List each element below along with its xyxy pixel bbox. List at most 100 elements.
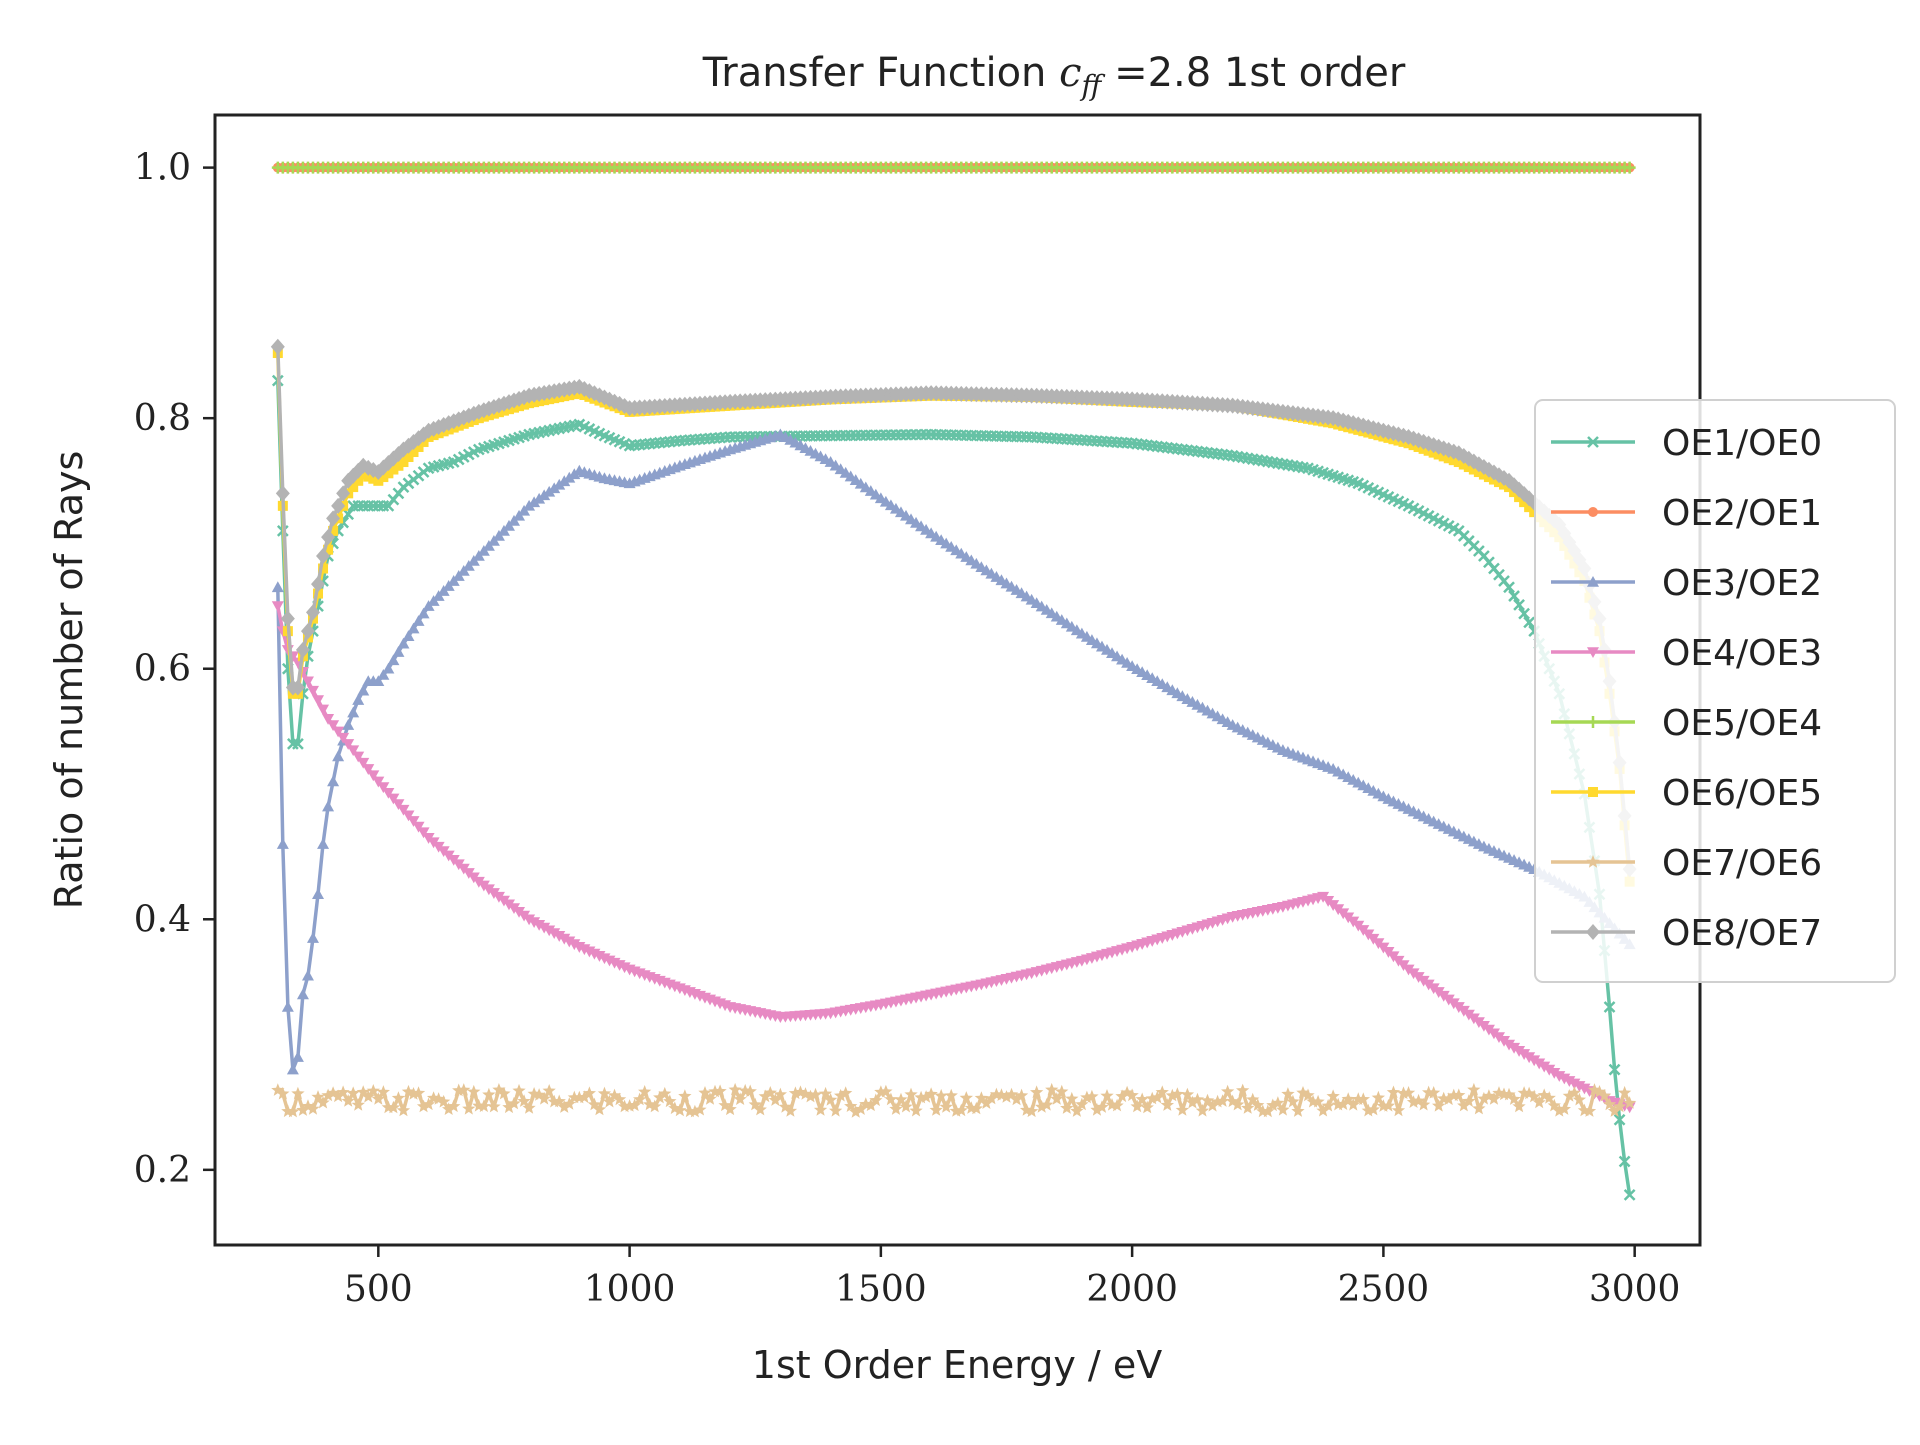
data-point — [788, 1086, 803, 1100]
legend-swatch-marker — [1588, 787, 1598, 797]
data-point — [1572, 1092, 1586, 1106]
data-point — [417, 827, 430, 839]
data-point — [392, 799, 405, 811]
data-point — [347, 745, 360, 757]
data-point — [537, 1091, 551, 1105]
data-point — [1391, 1103, 1406, 1117]
data-point — [818, 1086, 833, 1100]
data-point — [1014, 1088, 1029, 1102]
data-point — [839, 1086, 853, 1099]
data-point — [533, 492, 546, 504]
data-point — [743, 1084, 757, 1098]
data-point — [377, 782, 390, 794]
data-point — [1607, 1104, 1622, 1117]
data-point — [628, 1098, 642, 1112]
data-point — [292, 738, 304, 750]
legend-item: OE5/OE4 — [1551, 703, 1822, 744]
data-point — [1276, 1102, 1290, 1116]
data-point — [361, 1089, 375, 1103]
data-point — [467, 1084, 481, 1098]
legend-item: OE6/OE5 — [1551, 773, 1822, 814]
data-point — [1487, 1092, 1501, 1105]
data-point — [291, 1051, 304, 1062]
data-point — [1210, 1094, 1225, 1108]
data-point — [693, 1102, 707, 1116]
data-point — [929, 1103, 943, 1116]
series-layer — [270, 161, 1637, 1201]
data-point — [542, 1084, 556, 1097]
data-point — [507, 1096, 521, 1110]
data-point — [402, 630, 415, 641]
data-point — [522, 1101, 536, 1114]
data-point — [1542, 1091, 1556, 1104]
data-point — [321, 529, 336, 546]
data-point — [1055, 1084, 1069, 1098]
data-point — [899, 1099, 913, 1113]
data-point — [1351, 1092, 1365, 1105]
legend-label: OE1/OE0 — [1662, 423, 1822, 464]
data-point — [1160, 1098, 1174, 1111]
legend-swatch-marker — [1588, 507, 1598, 517]
data-point — [1502, 1087, 1516, 1101]
data-point — [803, 1089, 818, 1103]
legend-swatch-marker — [1587, 716, 1599, 728]
data-point — [1326, 1089, 1340, 1102]
data-point — [326, 510, 341, 527]
data-point — [322, 714, 335, 725]
data-point — [1155, 1085, 1169, 1098]
data-point — [538, 489, 551, 501]
data-point — [1453, 457, 1464, 468]
data-point — [538, 922, 551, 934]
data-point — [377, 668, 390, 680]
series-oe5-oe4 — [271, 161, 1636, 174]
data-point — [366, 1084, 380, 1097]
data-point — [763, 1086, 777, 1099]
data-point — [321, 1088, 335, 1102]
data-point — [312, 888, 325, 900]
data-point — [1371, 1090, 1385, 1104]
data-point — [703, 1092, 717, 1105]
data-point — [311, 1090, 325, 1103]
data-point — [477, 1099, 491, 1113]
data-point — [1356, 1092, 1370, 1106]
data-point — [397, 804, 410, 816]
data-point — [1463, 462, 1474, 473]
data-point — [638, 1085, 652, 1098]
data-point — [557, 1100, 571, 1113]
data-point — [1612, 1099, 1627, 1113]
data-point — [1200, 1093, 1215, 1107]
data-point — [1467, 1082, 1481, 1096]
data-point — [1597, 1088, 1612, 1102]
data-point — [1411, 1093, 1426, 1107]
data-point — [372, 776, 385, 788]
data-point — [276, 838, 289, 849]
data-point — [301, 1099, 315, 1112]
data-point — [602, 1094, 617, 1108]
data-point — [296, 1103, 310, 1116]
data-point — [442, 1102, 456, 1115]
data-point — [1140, 1100, 1154, 1114]
data-point — [633, 1092, 647, 1106]
y-tick-label: 0.6 — [134, 649, 191, 690]
data-point — [1538, 1061, 1551, 1073]
data-point — [393, 460, 404, 471]
data-point — [939, 1100, 953, 1113]
data-point — [417, 607, 430, 619]
data-point — [1060, 1101, 1074, 1114]
data-point — [372, 675, 385, 687]
data-point — [597, 1086, 612, 1100]
y-tick-label: 0.8 — [134, 398, 191, 439]
x-tick-label: 2000 — [1086, 1269, 1178, 1310]
data-point — [1528, 1055, 1541, 1067]
data-point — [653, 1090, 667, 1104]
data-point — [1457, 1098, 1471, 1112]
data-point — [392, 646, 405, 657]
data-point — [753, 1102, 767, 1116]
data-point — [317, 704, 330, 716]
data-point — [869, 1093, 883, 1107]
data-point — [1523, 1052, 1536, 1064]
data-point — [382, 662, 395, 674]
data-point — [793, 1085, 808, 1098]
data-point — [1009, 1092, 1024, 1106]
data-point — [1341, 1092, 1355, 1105]
